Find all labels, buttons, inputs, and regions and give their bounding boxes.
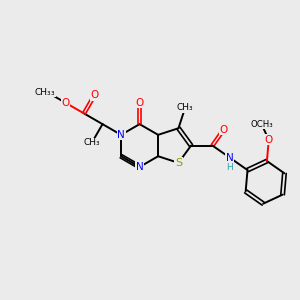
Text: CH₃: CH₃	[83, 138, 100, 147]
Text: N: N	[136, 162, 143, 172]
Text: CH₃: CH₃	[34, 88, 51, 97]
Text: O: O	[91, 90, 99, 100]
Text: CH₃: CH₃	[39, 88, 55, 97]
Text: OCH₃: OCH₃	[250, 120, 273, 129]
Text: S: S	[175, 158, 182, 168]
Text: N: N	[226, 153, 234, 163]
Text: H: H	[226, 163, 233, 172]
Text: O: O	[61, 98, 70, 108]
Text: O: O	[265, 135, 273, 145]
Text: N: N	[117, 130, 125, 140]
Text: O: O	[136, 98, 144, 108]
Text: O: O	[219, 125, 228, 135]
Text: CH₃: CH₃	[177, 103, 194, 112]
